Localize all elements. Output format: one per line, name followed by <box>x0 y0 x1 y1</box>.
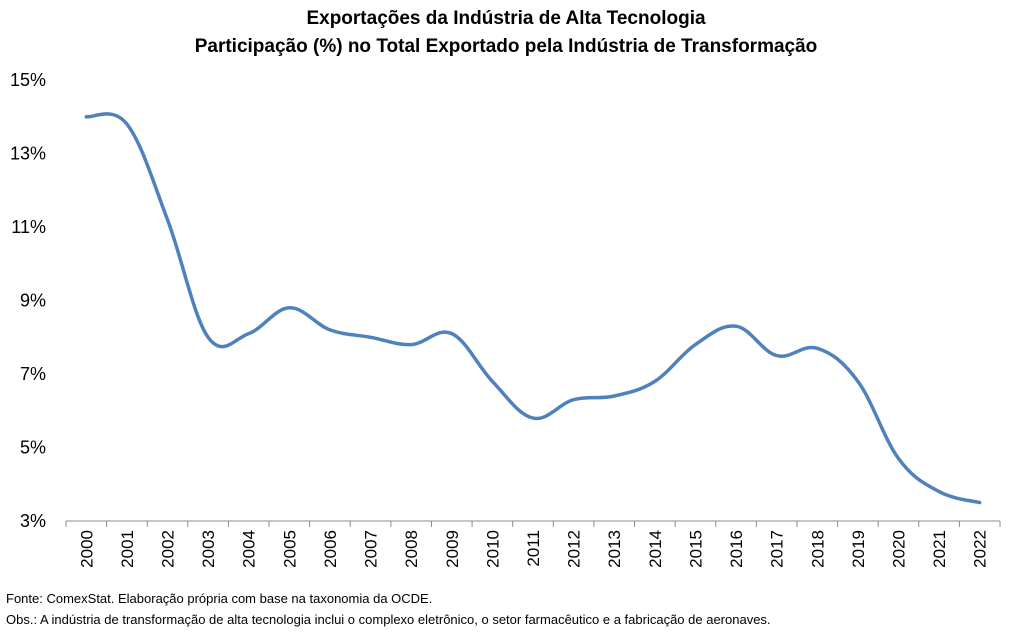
x-tick-label: 2002 <box>159 530 178 568</box>
x-tick-label: 2022 <box>971 530 990 568</box>
x-tick-label: 2017 <box>768 530 787 568</box>
x-tick-label: 2003 <box>199 530 218 568</box>
x-tick-label: 2004 <box>240 530 259 568</box>
x-tick-label: 2005 <box>280 530 299 568</box>
x-tick-label: 2014 <box>646 530 665 568</box>
y-tick-label: 9% <box>20 291 46 311</box>
series-layer <box>84 112 982 505</box>
data-point <box>490 379 494 383</box>
y-tick-label: 5% <box>20 438 46 458</box>
y-tick-label: 11% <box>11 217 46 237</box>
data-point <box>612 394 616 398</box>
y-tick-label: 13% <box>10 144 46 164</box>
x-tick-label: 2010 <box>483 530 502 568</box>
data-point <box>369 335 373 339</box>
data-point <box>775 354 779 358</box>
data-point <box>84 115 88 119</box>
x-tick-label: 2007 <box>362 530 381 568</box>
data-point <box>856 379 860 383</box>
series-line <box>84 112 982 505</box>
data-point <box>166 218 170 222</box>
x-tick-label: 2001 <box>118 530 137 568</box>
data-point <box>531 416 535 420</box>
data-point <box>125 122 129 126</box>
data-point <box>409 343 413 347</box>
data-point <box>247 332 251 336</box>
x-tick-label: 2006 <box>321 530 340 568</box>
data-point <box>287 306 291 310</box>
x-tick-label: 2009 <box>443 530 462 568</box>
x-tick-label: 2008 <box>402 530 421 568</box>
x-tick-label: 2016 <box>727 530 746 568</box>
y-tick-label: 3% <box>20 511 46 531</box>
data-point <box>450 332 454 336</box>
y-tick-label: 15% <box>10 70 46 90</box>
chart-subtitle: Participação (%) no Total Exportado pela… <box>195 36 818 57</box>
x-tick-label: 2020 <box>889 530 908 568</box>
data-point <box>734 324 738 328</box>
x-tick-label: 2019 <box>849 530 868 568</box>
data-point <box>328 328 332 332</box>
data-point <box>937 490 941 494</box>
x-tick-label: 2012 <box>565 530 584 568</box>
data-point <box>815 346 819 350</box>
x-tick-label: 2011 <box>524 530 543 567</box>
x-tick-label: 2021 <box>930 530 949 568</box>
data-point <box>896 457 900 461</box>
y-axis-ticks: 3% 5% 7% 9% 11% 13% 15% <box>10 70 46 531</box>
data-point <box>206 335 210 339</box>
data-point <box>653 379 657 383</box>
chart-title: Exportações da Indústria de Alta Tecnolo… <box>306 8 706 29</box>
x-axis-ticks: 2000 2001 2002 2003 2004 2005 2006 2007 2008 2009… <box>65 521 1001 568</box>
data-point <box>978 501 982 505</box>
x-tick-label: 2018 <box>808 530 827 568</box>
data-point <box>693 343 697 347</box>
x-tick-label: 2015 <box>686 530 705 568</box>
obs-note: Obs.: A indústria de transformação de al… <box>6 612 771 627</box>
y-tick-label: 7% <box>20 364 46 384</box>
data-point <box>572 398 576 402</box>
source-note: Fonte: ComexStat. Elaboração própria com… <box>6 591 432 606</box>
x-tick-label: 2000 <box>77 530 96 568</box>
x-tick-label: 2013 <box>605 530 624 568</box>
